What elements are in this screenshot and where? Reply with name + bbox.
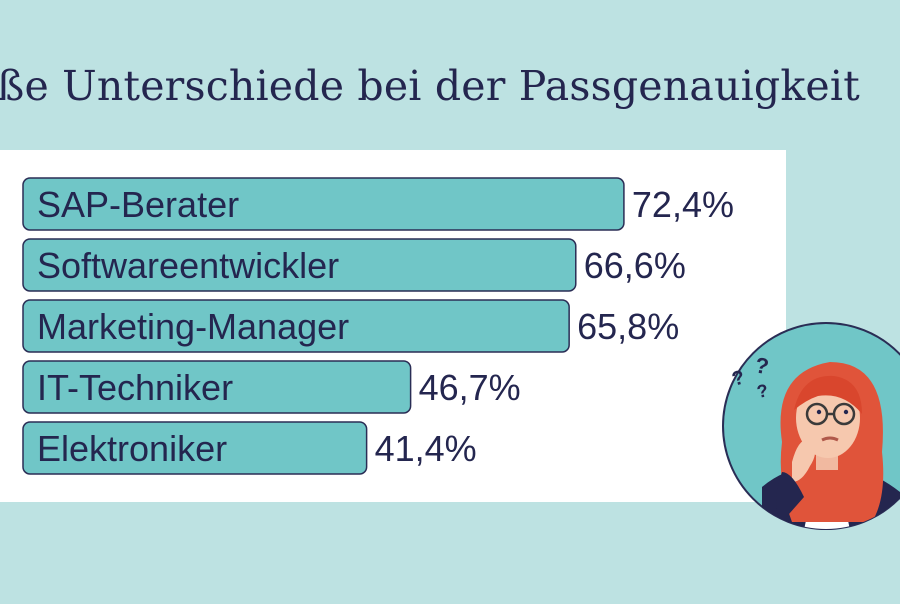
bar-chart: SAP-Berater 72,4% Softwareentwickler 66,6% M…	[22, 177, 734, 475]
category-label: SAP-Berater	[37, 184, 239, 225]
category-label: Softwareentwickler	[37, 245, 339, 286]
value-label: 46,7%	[419, 367, 521, 408]
bar	[22, 299, 570, 353]
category-label: Elektroniker	[37, 428, 227, 469]
value-label: 72,4%	[632, 184, 734, 225]
value-label: 41,4%	[375, 428, 477, 469]
category-label: IT-Techniker	[37, 367, 233, 408]
bar	[22, 177, 625, 231]
question-mark-icon: ?	[755, 380, 769, 402]
value-label: 65,8%	[577, 306, 679, 347]
bar	[22, 360, 412, 414]
question-mark-icon: ?	[730, 366, 747, 390]
value-label: 66,6%	[584, 245, 686, 286]
bar	[22, 238, 577, 292]
thinking-woman-illustration: ? ? ?	[722, 322, 900, 530]
bar	[22, 421, 368, 475]
chart-title: oße Unterschiede bei der Passgenauigkeit	[0, 62, 860, 110]
category-label: Marketing-Manager	[37, 306, 349, 347]
question-mark-icon: ?	[753, 352, 771, 379]
